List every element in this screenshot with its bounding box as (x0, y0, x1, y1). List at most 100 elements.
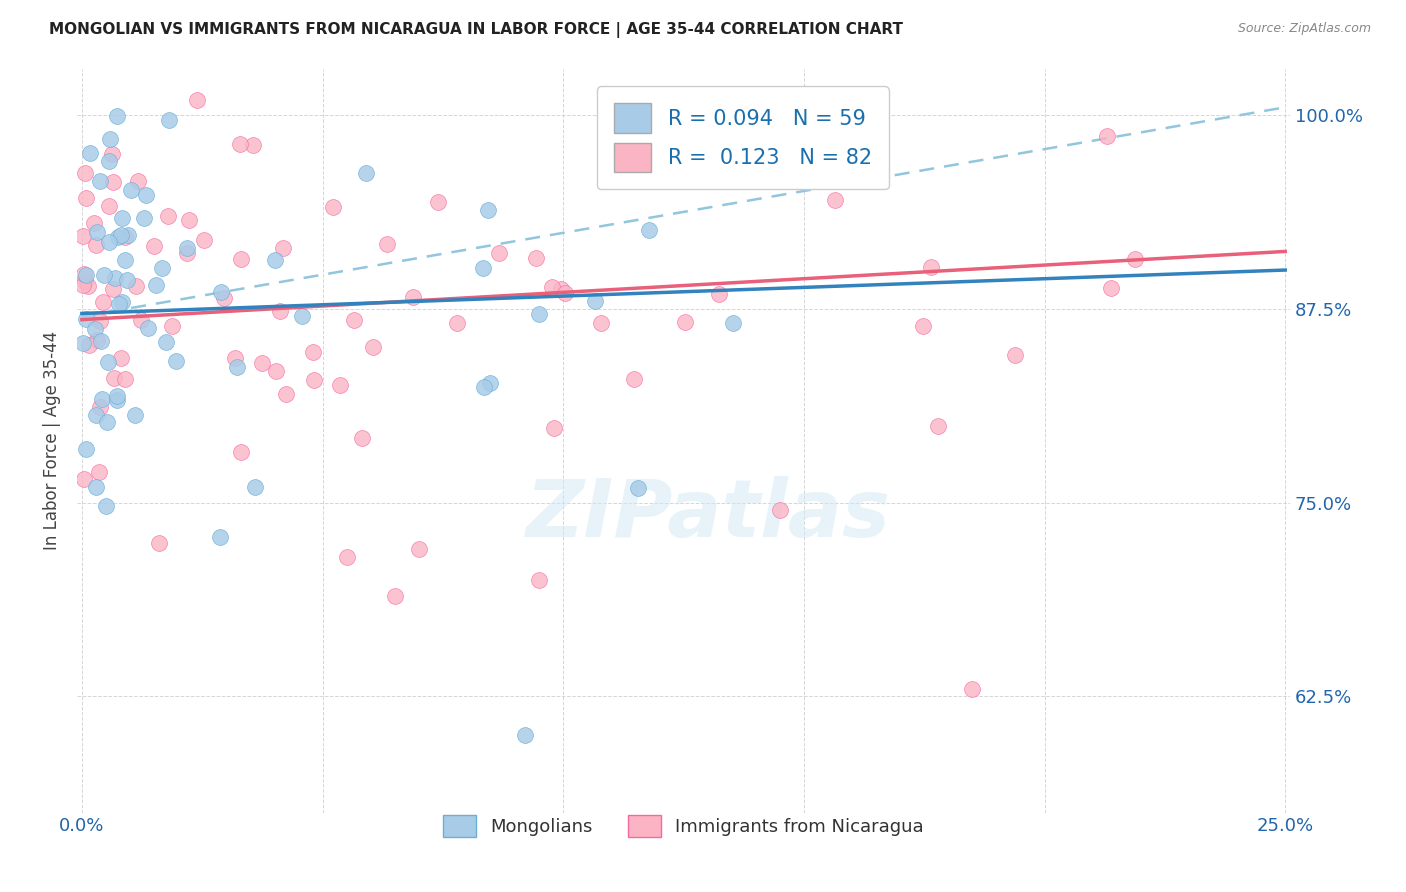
Immigrants from Nicaragua (623, 372, 645, 386)
Immigrants from Nicaragua (322, 200, 344, 214)
Immigrants from Nicaragua (101, 282, 124, 296)
Mongolians (243, 480, 266, 494)
Immigrants from Nicaragua (84, 237, 107, 252)
Immigrants from Nicaragua (124, 279, 146, 293)
Mongolians (93, 268, 115, 283)
Immigrants from Nicaragua (75, 191, 97, 205)
Immigrants from Nicaragua (127, 174, 149, 188)
Mongolians (111, 211, 134, 226)
Immigrants from Nicaragua (103, 371, 125, 385)
Text: MONGOLIAN VS IMMIGRANTS FROM NICARAGUA IN LABOR FORCE | AGE 35-44 CORRELATION CH: MONGOLIAN VS IMMIGRANTS FROM NICARAGUA I… (49, 22, 903, 38)
Mongolians (75, 311, 97, 326)
Mongolians (72, 335, 94, 350)
Immigrants from Nicaragua (384, 589, 406, 603)
Text: ZIPatlas: ZIPatlas (526, 476, 890, 554)
Immigrants from Nicaragua (224, 351, 246, 365)
Mongolians (89, 174, 111, 188)
Immigrants from Nicaragua (550, 281, 572, 295)
Immigrants from Nicaragua (101, 147, 124, 161)
Immigrants from Nicaragua (673, 315, 696, 329)
Mongolians (104, 271, 127, 285)
Immigrants from Nicaragua (83, 217, 105, 231)
Mongolians (209, 285, 232, 299)
Mongolians (108, 297, 131, 311)
Immigrants from Nicaragua (91, 294, 114, 309)
Immigrants from Nicaragua (329, 377, 352, 392)
Immigrants from Nicaragua (912, 319, 935, 334)
Immigrants from Nicaragua (375, 236, 398, 251)
Immigrants from Nicaragua (276, 386, 298, 401)
Mongolians (110, 227, 132, 242)
Immigrants from Nicaragua (426, 195, 449, 210)
Immigrants from Nicaragua (527, 573, 550, 587)
Immigrants from Nicaragua (114, 372, 136, 386)
Immigrants from Nicaragua (962, 681, 984, 696)
Immigrants from Nicaragua (269, 303, 291, 318)
Immigrants from Nicaragua (361, 340, 384, 354)
Immigrants from Nicaragua (1004, 347, 1026, 361)
Mongolians (79, 145, 101, 160)
Immigrants from Nicaragua (73, 472, 96, 486)
Mongolians (105, 393, 128, 408)
Immigrants from Nicaragua (73, 166, 96, 180)
Mongolians (98, 132, 121, 146)
Immigrants from Nicaragua (229, 445, 252, 459)
Mongolians (107, 230, 129, 244)
Mongolians (97, 153, 120, 168)
Immigrants from Nicaragua (212, 291, 235, 305)
Immigrants from Nicaragua (101, 175, 124, 189)
Immigrants from Nicaragua (1095, 128, 1118, 143)
Mongolians (120, 183, 142, 197)
Y-axis label: In Labor Force | Age 35-44: In Labor Force | Age 35-44 (44, 331, 60, 550)
Immigrants from Nicaragua (186, 93, 208, 107)
Immigrants from Nicaragua (242, 137, 264, 152)
Immigrants from Nicaragua (273, 241, 295, 255)
Immigrants from Nicaragua (927, 418, 949, 433)
Immigrants from Nicaragua (301, 344, 323, 359)
Mongolians (76, 268, 98, 282)
Immigrants from Nicaragua (148, 536, 170, 550)
Mongolians (150, 260, 173, 275)
Immigrants from Nicaragua (129, 313, 152, 327)
Immigrants from Nicaragua (229, 137, 252, 152)
Mongolians (291, 309, 314, 323)
Mongolians (75, 442, 97, 457)
Mongolians (132, 211, 155, 226)
Mongolians (84, 322, 107, 336)
Immigrants from Nicaragua (488, 246, 510, 260)
Immigrants from Nicaragua (89, 314, 111, 328)
Immigrants from Nicaragua (89, 400, 111, 414)
Immigrants from Nicaragua (229, 252, 252, 267)
Immigrants from Nicaragua (89, 465, 111, 479)
Immigrants from Nicaragua (264, 364, 287, 378)
Immigrants from Nicaragua (540, 280, 562, 294)
Mongolians (86, 480, 108, 494)
Mongolians (94, 499, 117, 513)
Immigrants from Nicaragua (408, 542, 430, 557)
Immigrants from Nicaragua (526, 251, 548, 265)
Mongolians (354, 166, 377, 180)
Mongolians (165, 354, 187, 368)
Mongolians (115, 273, 138, 287)
Immigrants from Nicaragua (350, 431, 373, 445)
Immigrants from Nicaragua (693, 163, 716, 178)
Mongolians (114, 253, 136, 268)
Mongolians (583, 293, 606, 308)
Mongolians (97, 235, 120, 249)
Immigrants from Nicaragua (554, 286, 576, 301)
Mongolians (527, 307, 550, 321)
Mongolians (135, 188, 157, 202)
Immigrants from Nicaragua (769, 503, 792, 517)
Mongolians (84, 408, 107, 422)
Mongolians (478, 376, 501, 390)
Mongolians (472, 380, 495, 394)
Text: Source: ZipAtlas.com: Source: ZipAtlas.com (1237, 22, 1371, 36)
Immigrants from Nicaragua (250, 356, 273, 370)
Immigrants from Nicaragua (72, 229, 94, 244)
Immigrants from Nicaragua (343, 312, 366, 326)
Immigrants from Nicaragua (402, 289, 425, 303)
Mongolians (721, 316, 744, 330)
Mongolians (513, 728, 536, 742)
Immigrants from Nicaragua (1123, 252, 1146, 267)
Immigrants from Nicaragua (97, 199, 120, 213)
